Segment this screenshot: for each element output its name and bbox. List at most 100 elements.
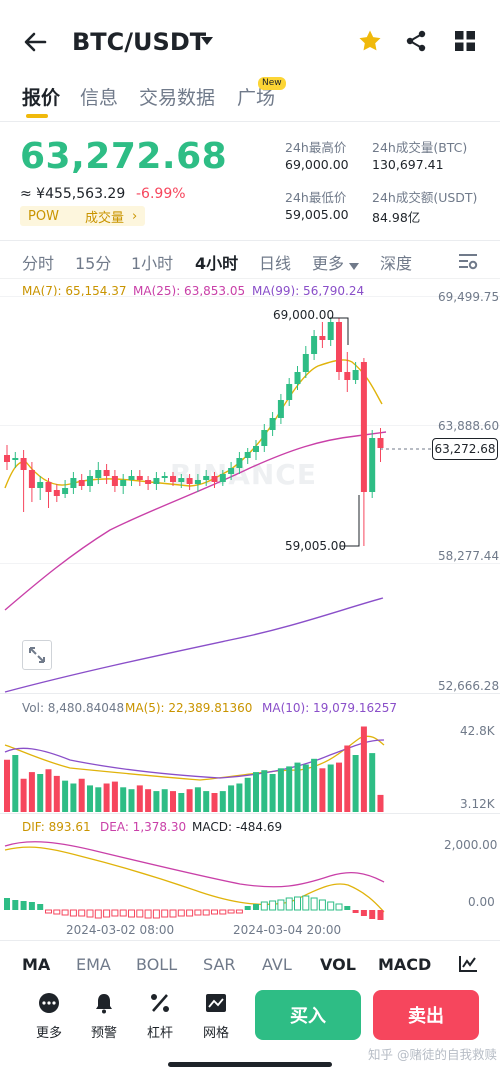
share-icon[interactable]	[405, 30, 427, 52]
macd-bar	[360, 910, 367, 916]
volume-bar	[45, 769, 52, 812]
sell-button[interactable]: 卖出	[373, 990, 479, 1040]
indicator-avl[interactable]: AVL	[262, 955, 292, 974]
volume-bar	[120, 787, 127, 812]
dif-legend: DIF: 893.61	[22, 820, 91, 834]
grid-icon	[206, 994, 226, 1012]
macd-bar	[28, 902, 35, 910]
buy-button[interactable]: 买入	[255, 990, 361, 1040]
tab-info[interactable]: 信息	[80, 87, 119, 109]
vol-ma5-legend: MA(5): 22,389.81360	[125, 701, 253, 715]
back-arrow-icon[interactable]	[20, 28, 50, 56]
candle-body	[153, 478, 160, 484]
candle-body	[178, 478, 185, 482]
indicator-sar[interactable]: SAR	[203, 955, 236, 974]
grid-layout-icon[interactable]	[455, 31, 475, 51]
dea-line	[4, 841, 385, 888]
candle-body	[45, 482, 52, 492]
macd-bar	[53, 909, 61, 915]
volume-bar	[219, 791, 226, 812]
indicator-boll[interactable]: BOLL	[136, 955, 178, 974]
macd-bar	[285, 897, 293, 911]
price-axis-label: 52,666.28	[438, 679, 500, 693]
volume-bar	[319, 768, 326, 812]
pow-tag[interactable]: POW 成交量 ›	[20, 206, 146, 226]
macd-bar	[45, 909, 52, 914]
macd-bar	[111, 909, 119, 917]
volume-bar	[53, 775, 60, 812]
interval-more[interactable]: 更多	[312, 254, 345, 273]
macd-bar	[244, 906, 251, 910]
price-change: -6.99%	[136, 186, 186, 202]
volume-bar	[244, 777, 251, 812]
interval-depth[interactable]: 深度	[380, 254, 413, 273]
macd-bar	[211, 909, 218, 915]
stat-high-value: 69,000.00	[285, 157, 349, 172]
tab-quote[interactable]: 报价	[22, 87, 61, 109]
caret-down-icon[interactable]	[349, 256, 359, 275]
bottom-leverage-label: 杠杆	[146, 1026, 173, 1041]
ma99-line	[4, 431, 387, 611]
candle-body	[294, 372, 301, 384]
indicator-chart-icon[interactable]	[458, 955, 478, 977]
macd-bar	[318, 899, 326, 911]
volume-bar	[103, 783, 110, 812]
high-marker-line	[330, 317, 349, 345]
interval-timeline[interactable]: 分时	[22, 254, 55, 273]
grid-line	[0, 296, 500, 297]
stat-high-label: 24h最高价	[285, 140, 347, 155]
star-icon[interactable]	[358, 29, 382, 53]
volume-bar	[253, 772, 259, 812]
cny-price: ≈ ¥455,563.29	[20, 186, 126, 202]
home-indicator[interactable]	[168, 1062, 332, 1067]
indicator-macd[interactable]: MACD	[378, 955, 432, 974]
volume-bar	[377, 794, 384, 812]
leverage-icon	[151, 994, 169, 1012]
macd-bar	[128, 909, 135, 918]
volume-bar	[170, 791, 176, 812]
macd-bar	[152, 909, 160, 919]
candle-body	[62, 488, 69, 494]
volume-bar	[228, 785, 235, 812]
divider	[0, 121, 500, 122]
tab-square[interactable]: 广场	[237, 87, 276, 109]
indicator-vol[interactable]: VOL	[320, 955, 356, 974]
candle-body	[95, 470, 102, 478]
date-label: 2024-03-02 08:00	[66, 923, 175, 937]
volume-bar	[369, 753, 376, 812]
macd-bar	[186, 909, 194, 917]
volume-bar	[62, 780, 69, 812]
bottom-alert[interactable]: 预警	[81, 992, 127, 1041]
interval-1d[interactable]: 日线	[259, 254, 292, 273]
bottom-alert-label: 预警	[90, 1026, 117, 1041]
chart-settings-icon[interactable]	[458, 252, 478, 274]
macd-bar	[194, 909, 202, 916]
interval-1h[interactable]: 1小时	[131, 254, 174, 273]
tab-trading-data[interactable]: 交易数据	[139, 87, 216, 109]
interval-4h[interactable]: 4小时	[195, 254, 239, 273]
bottom-leverage[interactable]: 杠杆	[137, 992, 183, 1041]
bottom-more[interactable]: 更多	[26, 992, 72, 1041]
macd-bar	[169, 909, 177, 918]
indicator-ema[interactable]: EMA	[76, 955, 111, 974]
stat-volume-value: 130,697.41	[372, 157, 444, 172]
interval-15m[interactable]: 15分	[75, 254, 112, 273]
bottom-grid[interactable]: 网格	[193, 992, 239, 1041]
caret-down-icon[interactable]	[200, 36, 214, 46]
expand-icon[interactable]	[22, 640, 52, 670]
volume-bar	[211, 793, 218, 812]
ma7-legend: MA(7): 65,154.37	[22, 284, 127, 298]
pair-title[interactable]: BTC/USDT	[72, 28, 207, 56]
candlestick-chart[interactable]	[0, 296, 432, 693]
dea-legend: DEA: 1,378.30	[100, 820, 187, 834]
macd-bar	[144, 909, 152, 919]
macd-bar	[177, 909, 185, 917]
volume-bar	[28, 772, 35, 812]
zhihu-watermark: 知乎 @赌徒的自我救赎	[368, 1047, 497, 1062]
current-price-tag: 63,272.68	[432, 438, 498, 460]
volume-bar	[261, 770, 268, 812]
vol-ma5-line	[4, 735, 385, 781]
bell-icon	[96, 994, 112, 1014]
volume-bar	[186, 789, 193, 812]
indicator-ma[interactable]: MA	[22, 955, 51, 974]
